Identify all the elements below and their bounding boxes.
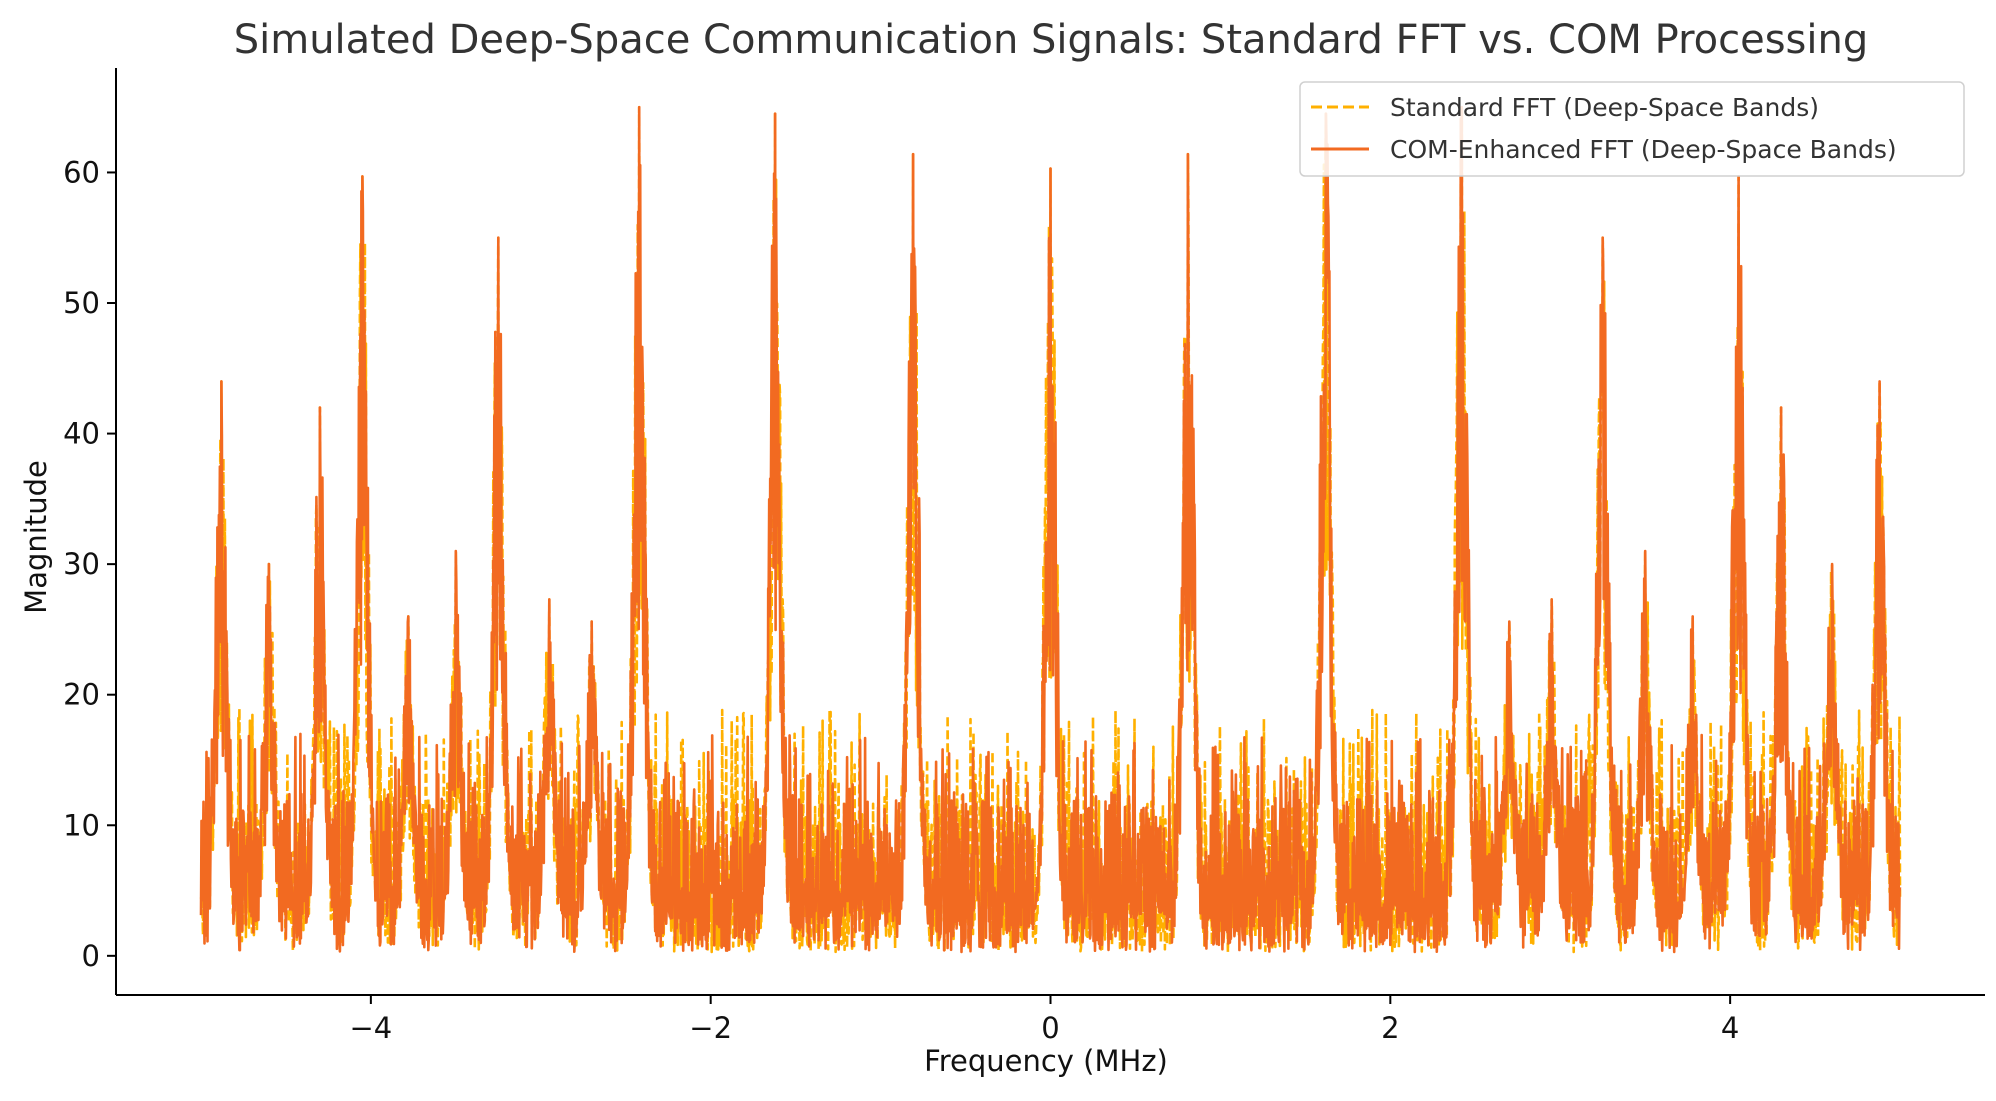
x-tick-label: −2 xyxy=(689,1011,732,1045)
y-tick-label: 50 xyxy=(63,286,100,320)
series-line xyxy=(199,105,1902,954)
y-tick-label: 40 xyxy=(63,417,100,451)
series-com-enhanced-fft xyxy=(199,105,1902,954)
legend-label-com-enhanced-fft: COM-Enhanced FFT (Deep-Space Bands) xyxy=(1390,135,1897,164)
legend-box xyxy=(1299,81,1965,177)
y-tick-label: 30 xyxy=(63,547,100,581)
y-tick-label: 10 xyxy=(63,808,100,842)
x-axis-label: Frequency (MHz) xyxy=(924,1044,1168,1078)
x-tick-label: −4 xyxy=(349,1011,392,1045)
x-tick-label: 4 xyxy=(1721,1011,1739,1045)
legend: Standard FFT (Deep-Space Bands) COM-Enha… xyxy=(1299,81,1965,177)
chart-title: Simulated Deep-Space Communication Signa… xyxy=(234,17,1869,63)
x-tick-label: 0 xyxy=(1041,1011,1059,1045)
legend-label-standard-fft: Standard FFT (Deep-Space Bands) xyxy=(1390,93,1819,122)
y-tick-label: 0 xyxy=(82,939,100,973)
x-tick-label: 2 xyxy=(1381,1011,1399,1045)
y-tick-label: 20 xyxy=(63,678,100,712)
y-axis-label: Magnitude xyxy=(19,460,53,614)
y-axis-ticks: 0 10 20 30 40 50 60 xyxy=(63,155,116,973)
plot-area xyxy=(199,105,1902,954)
x-axis-ticks: −4 −2 0 2 4 xyxy=(349,995,1739,1045)
y-tick-label: 60 xyxy=(63,155,100,189)
